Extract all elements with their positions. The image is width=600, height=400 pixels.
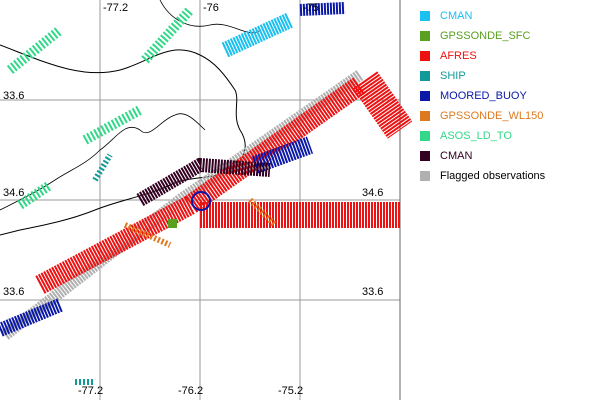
legend-swatch — [420, 151, 430, 161]
lat-label: 33.6 — [3, 286, 24, 298]
lon-label: -77.2 — [103, 2, 128, 14]
afres-track — [352, 71, 413, 139]
legend-swatch — [420, 171, 430, 181]
coastline — [0, 44, 246, 236]
lon-label: -75.2 — [278, 385, 303, 397]
afres-track — [35, 76, 366, 294]
legend-label: ASOS_LD_TO — [440, 130, 512, 142]
legend-label: CMAN — [440, 150, 472, 162]
station-marker — [191, 191, 211, 211]
grid-labels: -77.2 -76 -75 -77.2 -76.2 -75.2 33.6 34.… — [3, 2, 383, 397]
legend-swatch — [420, 91, 430, 101]
coastline — [0, 113, 206, 211]
buoy-track — [299, 2, 346, 16]
lon-label: -76 — [203, 2, 219, 14]
legend-swatch — [420, 111, 430, 121]
lat-label: 33.6 — [3, 90, 24, 102]
lat-label: 33.6 — [362, 286, 383, 298]
asos-track — [6, 6, 194, 210]
legend-label: SHIP — [440, 70, 466, 82]
cman-track — [136, 157, 271, 207]
buoy-track — [0, 298, 63, 337]
legend-label: MOORED_BUOY — [440, 90, 527, 102]
lat-label: 34.6 — [362, 187, 383, 199]
legend-label: GPSSONDE_SFC — [440, 30, 531, 42]
legend-swatch — [420, 71, 430, 81]
lon-label: -75 — [303, 2, 319, 14]
ship-track — [75, 153, 113, 385]
legend-label: GPSSONDE_WL150 — [440, 110, 543, 122]
legend-swatch — [420, 11, 430, 21]
lon-label: -77.2 — [78, 385, 103, 397]
legend-label: AFRES — [440, 50, 477, 62]
legend-swatch — [420, 51, 430, 61]
legend: CMAN GPSSONDE_SFC AFRES SHIP MOORED_BUOY GPSS… — [420, 10, 546, 182]
legend-swatch — [420, 31, 430, 41]
sfc-marker — [168, 219, 177, 228]
wl150-track — [123, 197, 278, 248]
buoy-track — [251, 136, 314, 174]
lat-label: 34.6 — [3, 187, 24, 199]
legend-label: CMAN — [440, 10, 472, 22]
observations — [0, 2, 413, 385]
lon-label: -76.2 — [178, 385, 203, 397]
legend-label: Flagged observations — [440, 170, 546, 182]
legend-swatch — [420, 131, 430, 141]
